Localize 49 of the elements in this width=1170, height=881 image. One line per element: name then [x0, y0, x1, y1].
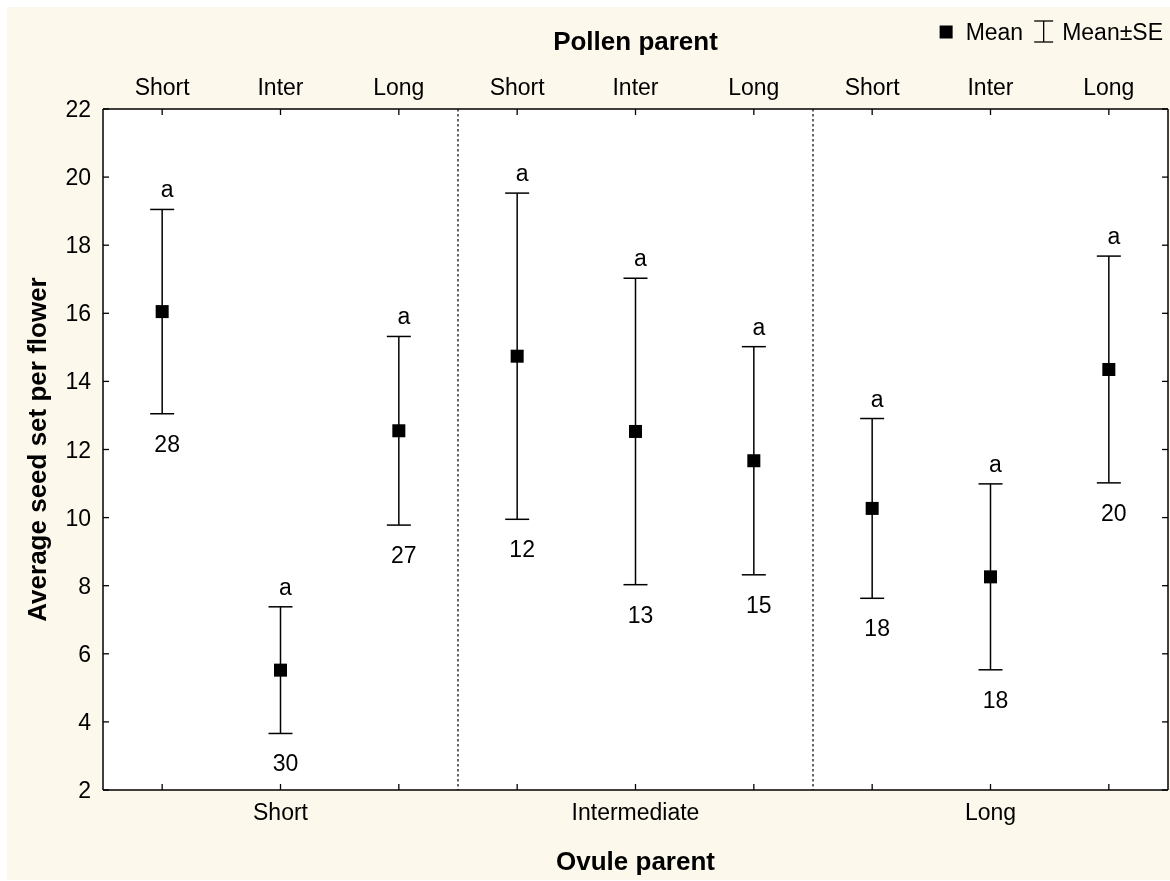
annotation: 18	[864, 615, 890, 642]
y-tick-label: 12	[65, 436, 91, 463]
y-tick-label: 14	[65, 368, 92, 395]
annotation: 15	[746, 591, 772, 618]
x-tick-label: Short	[489, 74, 546, 100]
x-tick-label: Inter	[612, 74, 659, 100]
x-tick-label: Long	[1083, 74, 1135, 100]
y-tick-label: 16	[65, 300, 91, 327]
y-tick-label: 6	[78, 640, 91, 667]
y-tick-label: 18	[65, 232, 91, 259]
y-tick-label: 20	[65, 164, 91, 191]
x-tick-label: Short	[844, 74, 901, 100]
x-tick-label: Long	[728, 74, 780, 100]
x-tick-label: Inter	[257, 74, 304, 100]
annotation: 27	[391, 542, 417, 569]
point	[274, 663, 287, 677]
x-axis-title: Short	[253, 799, 309, 825]
annotation: 28	[154, 430, 180, 457]
chart-title: Pollen parent	[553, 26, 719, 56]
annotation: 30	[272, 750, 299, 777]
y-tick-label: 22	[65, 96, 91, 123]
x-axis-title: Intermediate	[571, 799, 700, 825]
point	[392, 424, 406, 438]
annotation: a	[397, 303, 411, 330]
y-tick-label: 8	[78, 572, 91, 599]
x-axis-title: Long	[964, 799, 1017, 825]
y-tick-label: 4	[78, 708, 92, 735]
x-tick-label: Short	[134, 74, 191, 100]
annotation: a	[870, 385, 884, 412]
text: Mean±SE	[1062, 19, 1164, 45]
y-tick-label: 10	[65, 504, 91, 531]
annotation: a	[634, 245, 648, 272]
text: Ovule parent	[556, 846, 716, 876]
annotation: 12	[509, 536, 535, 563]
annotation: a	[160, 176, 174, 203]
annotation: 20	[1101, 499, 1127, 526]
annotation: a	[752, 313, 766, 340]
point	[155, 305, 169, 319]
annotation: a	[515, 160, 529, 187]
annotation: 18	[982, 686, 1009, 713]
y-tick-label: 2	[78, 777, 91, 804]
x-tick-label: Long	[373, 74, 425, 100]
x-tick-label: Inter	[967, 74, 1014, 100]
legend-label: Mean	[965, 19, 1024, 45]
annotation: 13	[627, 601, 654, 628]
annotation: a	[1107, 223, 1121, 250]
annotation: a	[279, 573, 293, 600]
y-axis-title: Average seed set per flower	[22, 277, 52, 622]
annotation: a	[989, 450, 1003, 477]
